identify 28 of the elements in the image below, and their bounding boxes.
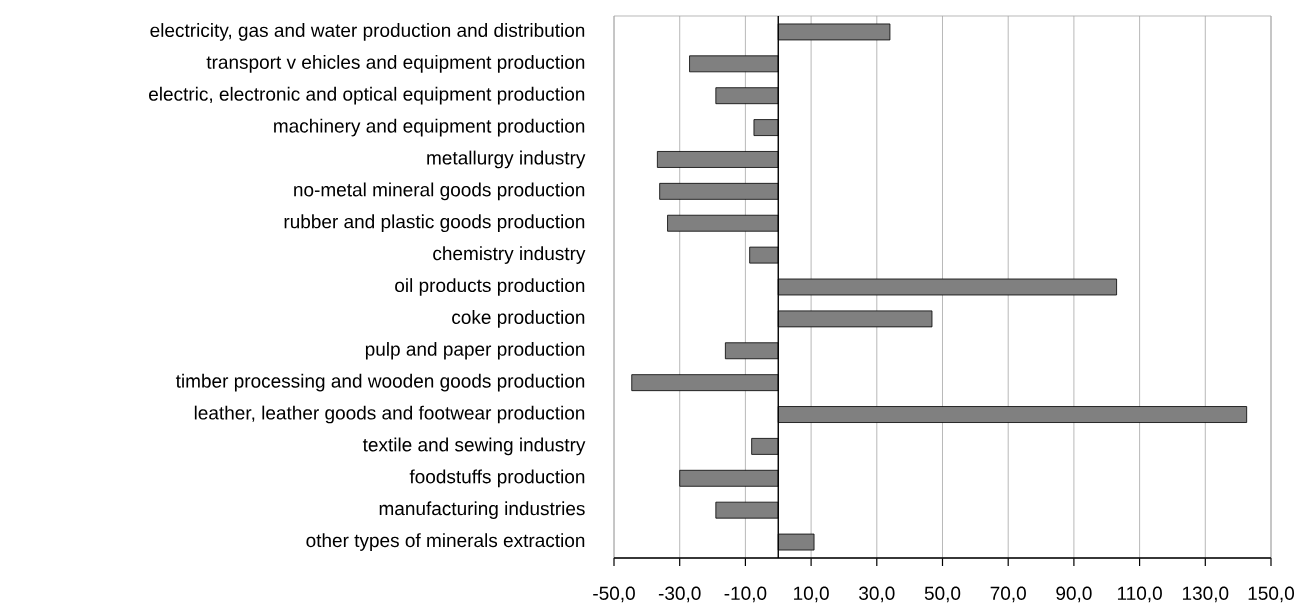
y-tick-label: electricity, gas and water production and distribution — [150, 23, 585, 41]
y-tick-label: electric, electronic and optical equipment production — [149, 86, 585, 105]
y-tick-label: leather, leather goods and footwear production — [194, 405, 585, 424]
y-tick-label: timber processing and wooden goods production — [175, 373, 585, 392]
y-tick-label: coke production — [452, 310, 585, 328]
x-tick-label: 50,0 — [924, 586, 961, 603]
x-tick-label: -10,0 — [724, 586, 767, 603]
x-tick-label: 70,0 — [990, 586, 1026, 603]
y-tick-label: pulp and paper production — [365, 341, 585, 360]
x-tick-label: 10,0 — [794, 586, 829, 603]
y-tick-label: textile and sewing industry — [362, 437, 586, 456]
y-tick-label: metallurgy industry — [427, 150, 586, 169]
y-tick-label: no-metal mineral goods production — [294, 182, 585, 201]
y-tick-label: chemistry industry — [433, 246, 586, 264]
x-tick-label: 130,0 — [1182, 586, 1229, 603]
y-tick-label: transport v ehicles and equipment production — [206, 54, 585, 73]
y-tick-label: other types of minerals extraction — [306, 533, 585, 551]
x-tick-label: 30,0 — [859, 586, 895, 603]
x-tick-label: 90,0 — [1056, 586, 1092, 603]
y-tick-label: oil products production — [395, 278, 585, 296]
y-tick-label: manufacturing industries — [379, 501, 585, 520]
x-tick-label: 150,0 — [1248, 586, 1295, 603]
x-tick-label: 110,0 — [1117, 586, 1162, 603]
y-tick-label: machinery and equipment production — [274, 118, 585, 137]
y-tick-label: foodstuffs production — [409, 469, 585, 488]
x-tick-label: -50,0 — [593, 586, 635, 603]
x-tick-label: -30,0 — [658, 586, 701, 603]
y-tick-label: rubber and plastic goods production — [284, 214, 585, 233]
